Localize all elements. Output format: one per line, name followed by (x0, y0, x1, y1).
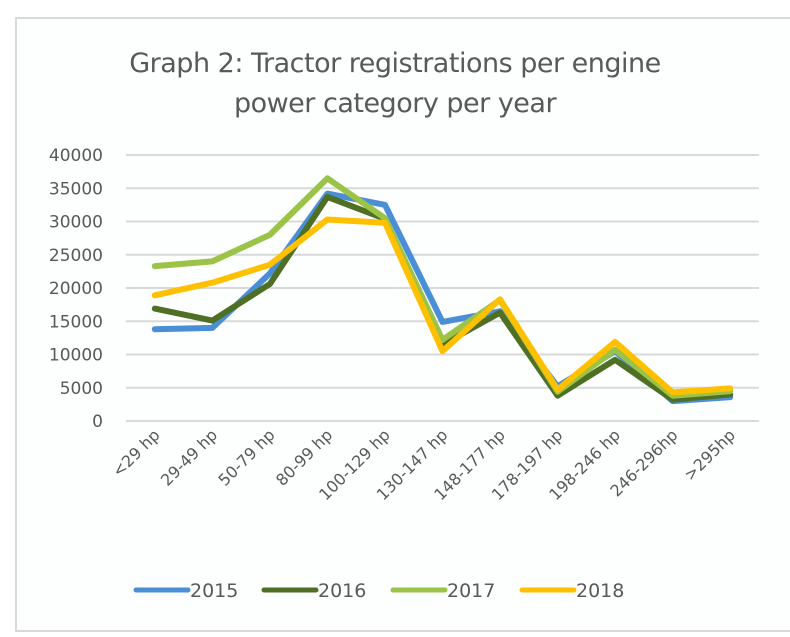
chart-title: Graph 2: Tractor registrations per engin… (0, 44, 790, 124)
legend-item-2017: 2017 (390, 580, 495, 602)
y-tick-label: 30000 (49, 213, 103, 233)
x-tick-label: 29-49 hp (157, 425, 221, 489)
chart-title-line-1: Graph 2: Tractor registrations per engin… (129, 48, 661, 79)
chart-frame (15, 17, 790, 632)
y-tick-label: 0 (92, 412, 103, 432)
y-tick-label: 15000 (49, 312, 103, 332)
chart-title-line-2: power category per year (233, 88, 557, 119)
y-tick-label: 35000 (49, 179, 103, 199)
y-tick-label: 10000 (49, 346, 103, 366)
y-tick-label: 25000 (49, 246, 103, 266)
legend: 2015 2016 2017 2018 (133, 580, 624, 602)
series-2018 (151, 216, 734, 396)
series-lines (151, 175, 734, 405)
y-tick-label: 20000 (49, 279, 103, 299)
x-tick-label: <29 hp (108, 425, 163, 480)
legend-item-2015: 2015 (133, 580, 238, 602)
legend-item-2016: 2016 (261, 580, 366, 602)
y-tick-label: 40000 (49, 146, 103, 166)
legend-label: 2018 (576, 580, 624, 602)
legend-label: 2015 (190, 580, 238, 602)
y-tick-label: 5000 (60, 379, 103, 399)
x-tick-label: >295hp (680, 425, 739, 484)
legend-item-2018: 2018 (519, 580, 624, 602)
x-tick-label: 50-79 hp (214, 425, 278, 489)
legend-label: 2017 (447, 580, 495, 602)
y-axis-ticks: 0 5000 10000 15000 20000 25000 30000 35000 40000 (49, 146, 103, 432)
legend-label: 2016 (318, 580, 366, 602)
